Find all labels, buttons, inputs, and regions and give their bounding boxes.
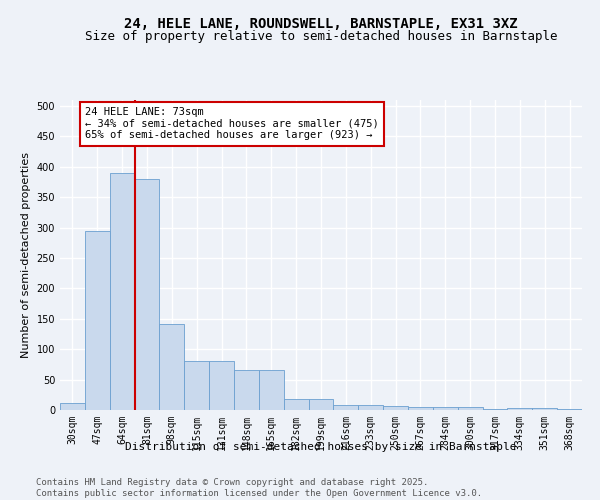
Bar: [508, 408, 532, 410]
Bar: [408, 407, 433, 410]
Text: 24, HELE LANE, ROUNDSWELL, BARNSTAPLE, EX31 3XZ: 24, HELE LANE, ROUNDSWELL, BARNSTAPLE, E…: [124, 18, 518, 32]
Bar: [184, 362, 209, 410]
Bar: [433, 407, 458, 410]
Bar: [85, 230, 110, 410]
Bar: [209, 362, 234, 410]
Bar: [60, 402, 85, 410]
Text: Size of property relative to semi-detached houses in Barnstaple: Size of property relative to semi-detach…: [85, 30, 557, 43]
Bar: [284, 399, 308, 410]
Bar: [358, 405, 383, 410]
Bar: [532, 408, 557, 410]
Text: 24 HELE LANE: 73sqm
← 34% of semi-detached houses are smaller (475)
65% of semi-: 24 HELE LANE: 73sqm ← 34% of semi-detach…: [85, 108, 379, 140]
Bar: [110, 173, 134, 410]
Text: Contains HM Land Registry data © Crown copyright and database right 2025.
Contai: Contains HM Land Registry data © Crown c…: [36, 478, 482, 498]
Bar: [259, 370, 284, 410]
Y-axis label: Number of semi-detached properties: Number of semi-detached properties: [21, 152, 31, 358]
Bar: [160, 324, 184, 410]
Bar: [308, 399, 334, 410]
Bar: [334, 404, 358, 410]
Bar: [383, 406, 408, 410]
Bar: [482, 409, 508, 410]
Bar: [557, 409, 582, 410]
Bar: [134, 179, 160, 410]
Bar: [458, 407, 482, 410]
Text: Distribution of semi-detached houses by size in Barnstaple: Distribution of semi-detached houses by …: [125, 442, 517, 452]
Bar: [234, 370, 259, 410]
